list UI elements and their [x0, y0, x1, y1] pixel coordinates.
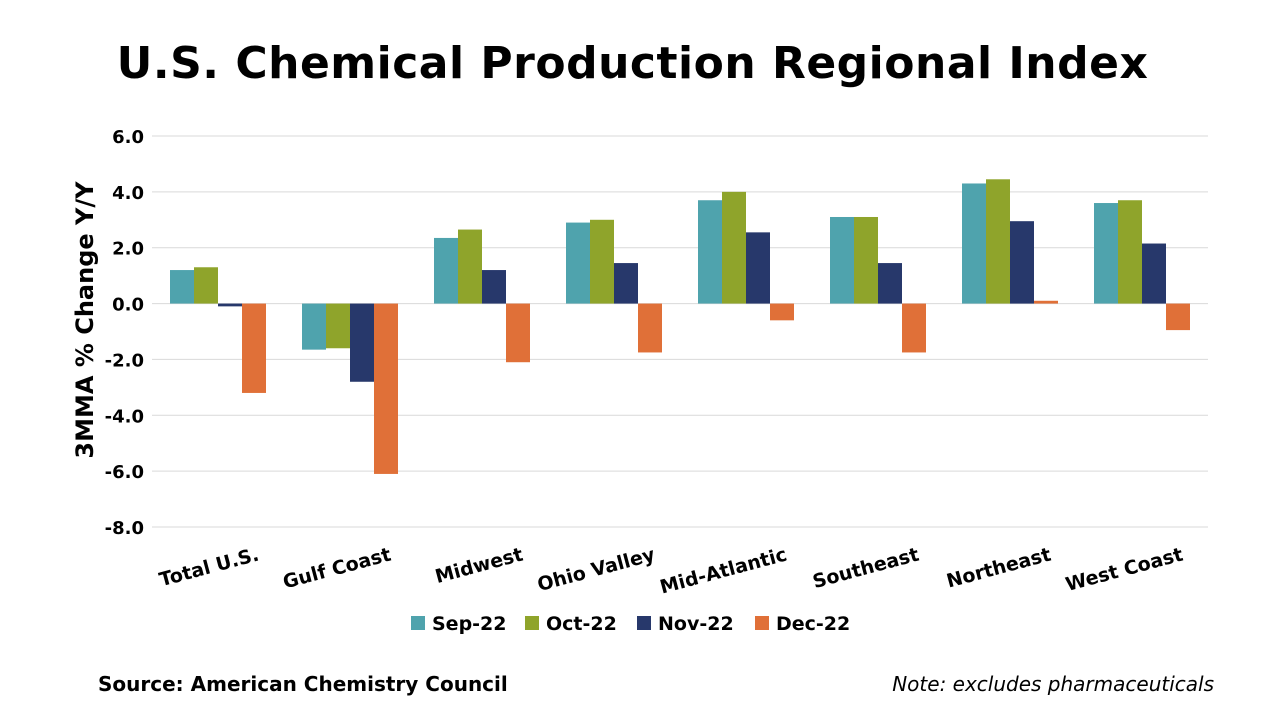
legend-swatch — [411, 616, 425, 630]
bar — [326, 303, 350, 349]
bar — [566, 222, 590, 304]
bar — [638, 303, 662, 353]
x-tick-label: Midwest — [433, 544, 525, 589]
legend-swatch — [525, 616, 539, 630]
bar — [1118, 200, 1142, 304]
bar — [458, 229, 482, 304]
bar — [194, 267, 218, 304]
y-tick-label: 0.0 — [112, 295, 144, 316]
bar — [1142, 243, 1166, 304]
bar — [434, 237, 458, 304]
bar — [1094, 203, 1118, 304]
y-tick-label: 6.0 — [112, 127, 144, 148]
y-tick-label: 2.0 — [112, 239, 144, 260]
bar — [722, 191, 746, 304]
bars — [170, 179, 1190, 474]
y-axis-ticks: 6.0 4.0 2.0 0.0 -2.0 -4.0 -6.0 -8.0 — [105, 127, 144, 539]
y-axis-label: 3MMA % Change Y/Y — [71, 181, 99, 459]
legend-label: Sep-22 — [432, 613, 507, 635]
x-tick-label: Total U.S. — [157, 544, 261, 592]
bar — [482, 270, 506, 304]
legend-label: Dec-22 — [776, 613, 850, 635]
bar — [698, 200, 722, 304]
source-text: Source: American Chemistry Council — [98, 672, 508, 696]
bar — [830, 216, 854, 304]
x-tick-label: Gulf Coast — [281, 544, 394, 594]
bar — [170, 270, 194, 304]
bar — [854, 216, 878, 304]
legend: Sep-22 Oct-22 Nov-22 Dec-22 — [411, 613, 850, 635]
legend-label: Nov-22 — [658, 613, 734, 635]
bar — [302, 303, 326, 350]
y-tick-label: -2.0 — [105, 350, 144, 371]
x-tick-label: Southeast — [810, 544, 921, 593]
bar — [350, 303, 374, 382]
y-tick-label: -4.0 — [105, 406, 144, 427]
bar — [902, 303, 926, 353]
bar — [218, 303, 242, 307]
bar — [1010, 221, 1034, 304]
bar — [242, 303, 266, 393]
x-tick-label: Ohio Valley — [535, 543, 658, 596]
bar — [1166, 303, 1190, 331]
x-axis-labels: Total U.S. Gulf Coast Midwest Ohio Valley Mi… — [157, 543, 1185, 598]
x-tick-label: West Coast — [1063, 544, 1185, 596]
bar — [374, 303, 398, 474]
y-tick-label: -8.0 — [105, 518, 144, 539]
bar — [770, 303, 794, 321]
bar — [506, 303, 530, 363]
x-tick-label: Mid-Atlantic — [658, 544, 790, 599]
bar — [962, 183, 986, 304]
bar — [878, 263, 902, 304]
y-tick-label: 4.0 — [112, 183, 144, 204]
y-tick-label: -6.0 — [105, 462, 144, 483]
bar — [746, 232, 770, 304]
bar — [590, 219, 614, 304]
x-tick-label: Northeast — [944, 544, 1053, 593]
legend-swatch — [637, 616, 651, 630]
bar — [1034, 300, 1058, 304]
legend-swatch — [755, 616, 769, 630]
bar — [614, 263, 638, 304]
bar — [986, 179, 1010, 304]
note-text: Note: excludes pharmaceuticals — [892, 672, 1214, 696]
chart-title: U.S. Chemical Production Regional Index — [116, 38, 1149, 89]
legend-label: Oct-22 — [546, 613, 617, 635]
